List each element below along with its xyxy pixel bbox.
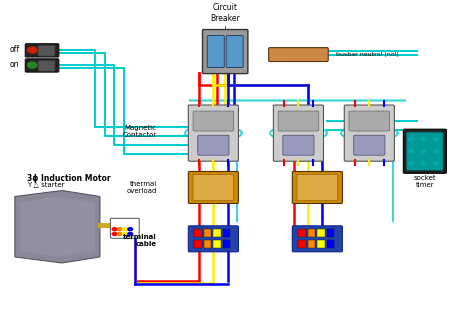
Circle shape [128, 232, 133, 236]
FancyBboxPatch shape [292, 226, 342, 252]
Text: Circuit
Breaker: Circuit Breaker [210, 3, 240, 23]
FancyBboxPatch shape [188, 105, 238, 161]
Circle shape [433, 162, 438, 165]
FancyBboxPatch shape [354, 135, 385, 155]
Text: thermal
overload: thermal overload [126, 181, 156, 194]
Bar [299, 229, 306, 237]
Bar [194, 240, 202, 248]
Bar [318, 229, 325, 237]
Circle shape [433, 150, 438, 153]
Text: Magnetic
Contactor: Magnetic Contactor [122, 125, 156, 138]
Bar [204, 229, 211, 237]
Bar [194, 229, 202, 237]
Bar [327, 240, 334, 248]
Bar [223, 229, 230, 237]
FancyBboxPatch shape [349, 111, 390, 131]
Bar [213, 240, 221, 248]
Bar [204, 240, 211, 248]
FancyBboxPatch shape [110, 218, 139, 238]
FancyBboxPatch shape [344, 105, 394, 161]
FancyBboxPatch shape [38, 45, 55, 56]
Circle shape [118, 232, 122, 236]
Circle shape [118, 228, 122, 231]
Bar [318, 240, 325, 248]
FancyBboxPatch shape [273, 105, 323, 161]
Bar [308, 240, 316, 248]
FancyBboxPatch shape [38, 60, 55, 71]
FancyBboxPatch shape [269, 48, 328, 61]
FancyBboxPatch shape [202, 30, 248, 74]
FancyBboxPatch shape [297, 174, 337, 201]
Circle shape [433, 138, 438, 141]
Text: off: off [9, 45, 19, 54]
Circle shape [27, 62, 37, 68]
Circle shape [409, 162, 413, 165]
Bar [223, 240, 230, 248]
Bar [299, 240, 306, 248]
Circle shape [421, 162, 426, 165]
Circle shape [123, 232, 128, 236]
Circle shape [421, 138, 426, 141]
Polygon shape [15, 191, 100, 263]
FancyBboxPatch shape [188, 226, 238, 252]
Circle shape [123, 228, 128, 231]
FancyBboxPatch shape [193, 174, 234, 201]
Circle shape [27, 47, 37, 53]
FancyBboxPatch shape [207, 36, 224, 68]
FancyBboxPatch shape [292, 172, 342, 203]
Bar [327, 229, 334, 237]
Polygon shape [19, 197, 95, 257]
Text: 3ϕ Induction Motor: 3ϕ Induction Motor [27, 174, 110, 183]
FancyBboxPatch shape [25, 59, 59, 72]
Text: on: on [10, 60, 19, 69]
FancyBboxPatch shape [25, 44, 59, 57]
Text: Y △ starter: Y △ starter [27, 182, 64, 188]
Text: terminal
cable: terminal cable [123, 234, 156, 247]
Text: socket
timer: socket timer [413, 175, 436, 188]
Circle shape [112, 228, 117, 231]
Bar [308, 229, 316, 237]
FancyBboxPatch shape [278, 111, 319, 131]
FancyBboxPatch shape [226, 36, 243, 68]
FancyBboxPatch shape [283, 135, 314, 155]
Bar [213, 229, 221, 237]
FancyBboxPatch shape [403, 129, 447, 173]
FancyBboxPatch shape [198, 135, 229, 155]
FancyBboxPatch shape [193, 111, 234, 131]
Circle shape [128, 228, 133, 231]
Circle shape [409, 150, 413, 153]
FancyBboxPatch shape [407, 132, 443, 170]
Circle shape [112, 232, 117, 236]
Circle shape [409, 138, 413, 141]
FancyBboxPatch shape [188, 172, 238, 203]
Circle shape [421, 150, 426, 153]
Text: busbar neutral (nol): busbar neutral (nol) [336, 52, 399, 57]
